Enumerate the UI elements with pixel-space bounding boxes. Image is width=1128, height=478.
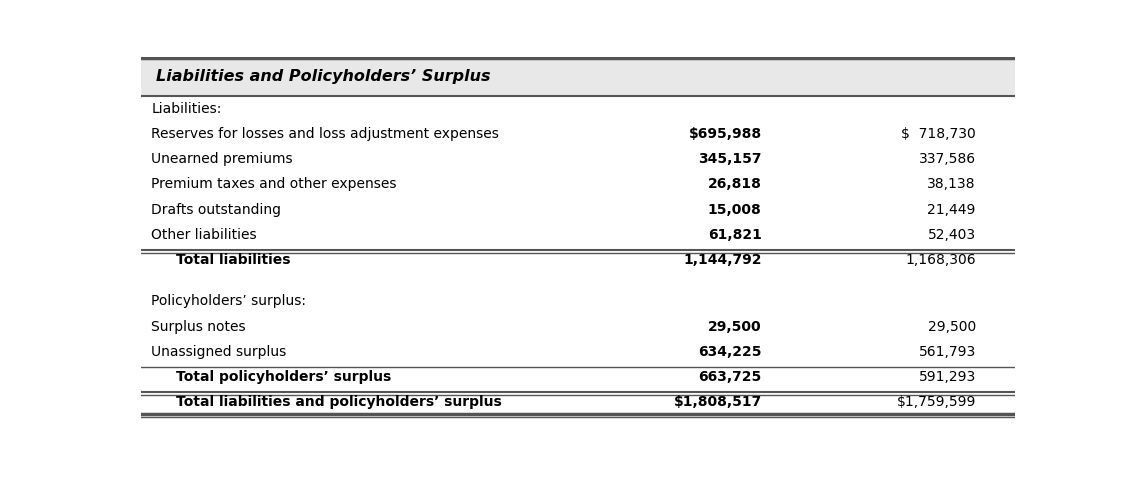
Text: Total liabilities: Total liabilities — [176, 253, 291, 267]
Text: 345,157: 345,157 — [698, 152, 761, 166]
Text: 52,403: 52,403 — [927, 228, 976, 242]
Text: Reserves for losses and loss adjustment expenses: Reserves for losses and loss adjustment … — [151, 127, 500, 141]
Text: Unearned premiums: Unearned premiums — [151, 152, 293, 166]
Text: Total policyholders’ surplus: Total policyholders’ surplus — [176, 370, 391, 384]
Text: $  718,730: $ 718,730 — [901, 127, 976, 141]
Text: Premium taxes and other expenses: Premium taxes and other expenses — [151, 177, 397, 191]
Text: 561,793: 561,793 — [918, 345, 976, 359]
Text: 21,449: 21,449 — [927, 203, 976, 217]
Text: $695,988: $695,988 — [688, 127, 761, 141]
Text: 15,008: 15,008 — [708, 203, 761, 217]
Text: Liabilities and Policyholders’ Surplus: Liabilities and Policyholders’ Surplus — [156, 69, 491, 84]
Text: 337,586: 337,586 — [918, 152, 976, 166]
Text: $1,808,517: $1,808,517 — [673, 395, 761, 410]
Text: 663,725: 663,725 — [698, 370, 761, 384]
Text: Other liabilities: Other liabilities — [151, 228, 257, 242]
Text: 29,500: 29,500 — [927, 320, 976, 334]
Text: 1,168,306: 1,168,306 — [906, 253, 976, 267]
Text: 634,225: 634,225 — [698, 345, 761, 359]
Text: Drafts outstanding: Drafts outstanding — [151, 203, 282, 217]
Bar — [141, 57, 1015, 96]
Text: 61,821: 61,821 — [707, 228, 761, 242]
Text: Surplus notes: Surplus notes — [151, 320, 246, 334]
Text: 29,500: 29,500 — [708, 320, 761, 334]
Text: Total liabilities and policyholders’ surplus: Total liabilities and policyholders’ sur… — [176, 395, 502, 410]
Text: 1,144,792: 1,144,792 — [684, 253, 761, 267]
Text: 26,818: 26,818 — [707, 177, 761, 191]
Text: Policyholders’ surplus:: Policyholders’ surplus: — [151, 294, 307, 308]
Text: 591,293: 591,293 — [918, 370, 976, 384]
Text: $1,759,599: $1,759,599 — [897, 395, 976, 410]
Text: 38,138: 38,138 — [927, 177, 976, 191]
Text: Unassigned surplus: Unassigned surplus — [151, 345, 287, 359]
Text: Liabilities:: Liabilities: — [151, 102, 222, 116]
